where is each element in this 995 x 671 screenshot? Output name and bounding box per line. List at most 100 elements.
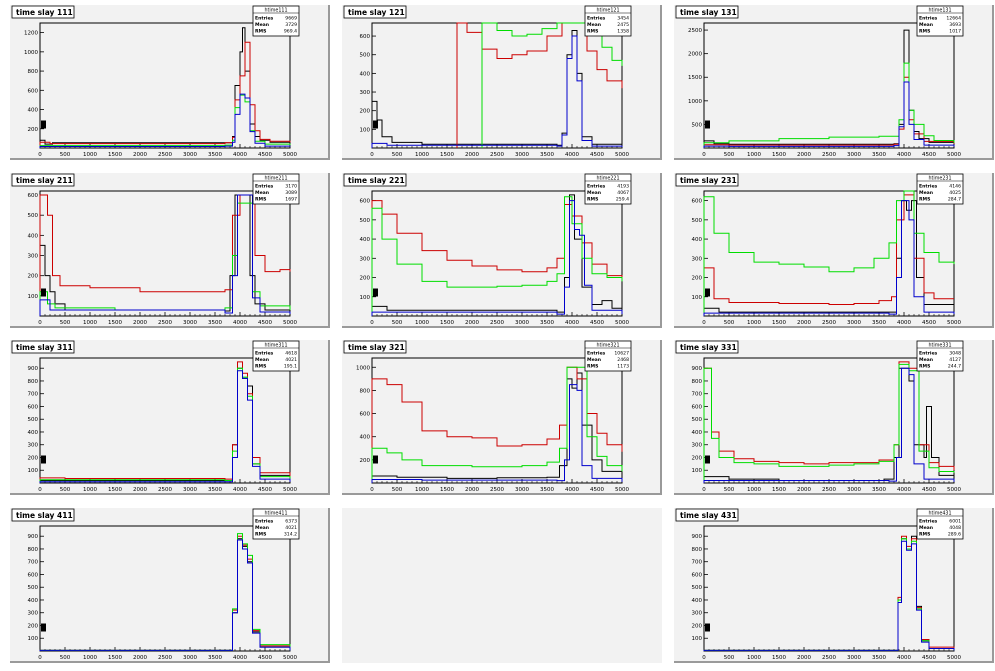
y-tick-label: 500 — [692, 585, 703, 591]
stats-rms-label: RMS — [255, 197, 266, 203]
stats-box — [252, 340, 300, 372]
x-tick-label: 0 — [702, 487, 706, 493]
histogram-title: time slay 231 — [680, 176, 737, 185]
stats-mean-label: Mean — [255, 357, 269, 363]
stats-rms-value: 244.7 — [948, 364, 961, 370]
x-tick-label: 0 — [38, 320, 42, 326]
histogram-svg: 0 500 1000 1500 2000 2500 3000 3500 4000 4500 5000… — [10, 173, 330, 328]
start-marker — [41, 288, 46, 297]
y-tick-label: 400 — [692, 237, 703, 243]
y-tick-label: 700 — [28, 560, 39, 566]
y-tick-label: 200 — [692, 623, 703, 629]
y-tick-label: 800 — [28, 547, 39, 553]
y-tick-label: 600 — [692, 572, 703, 578]
y-tick-label: 200 — [360, 276, 371, 282]
x-tick-label: 3500 — [208, 320, 222, 326]
stats-entries-label: Entries — [255, 184, 274, 190]
y-tick-label: 200 — [692, 276, 703, 282]
x-tick-label: 4500 — [258, 320, 272, 326]
x-tick-label: 1500 — [772, 487, 786, 493]
y-tick-label: 500 — [360, 218, 371, 224]
y-tick-label: 700 — [28, 392, 39, 398]
histogram-svg: 0 500 1000 1500 2000 2500 3000 3500 4000 4500 5000… — [342, 5, 662, 160]
stats-entries-value: 6373 — [285, 519, 297, 525]
histogram-title: time slay 311 — [16, 343, 73, 352]
x-tick-label: 2500 — [158, 152, 172, 158]
x-tick-label: 3500 — [872, 320, 886, 326]
start-marker — [373, 288, 378, 297]
x-tick-label: 1000 — [747, 655, 761, 661]
histogram-svg: 0 500 1000 1500 2000 2500 3000 3500 4000 4500 5000… — [10, 340, 330, 495]
x-tick-label: 1000 — [415, 487, 429, 493]
stats-rms-value: 259.4 — [616, 197, 629, 203]
stats-rms-label: RMS — [919, 29, 930, 35]
x-tick-label: 3500 — [540, 487, 554, 493]
stats-name: htime221 — [596, 176, 619, 182]
start-marker — [705, 288, 710, 297]
series-red-line — [39, 361, 291, 483]
x-tick-label: 4000 — [233, 655, 247, 661]
x-tick-label: 0 — [702, 655, 706, 661]
stats-box — [252, 508, 300, 540]
stats-rms-value: 1017 — [949, 29, 961, 35]
x-tick-label: 2500 — [490, 320, 504, 326]
stats-box — [252, 173, 300, 205]
y-tick-label: 200 — [692, 455, 703, 461]
stats-entries-label: Entries — [255, 16, 274, 22]
x-tick-label: 4000 — [897, 655, 911, 661]
stats-name: htime131 — [928, 8, 951, 14]
x-tick-label: 2500 — [822, 487, 836, 493]
stats-mean-label: Mean — [255, 22, 269, 28]
series-black-line — [39, 194, 291, 316]
stats-mean-value: 4021 — [285, 357, 297, 363]
title-box — [343, 340, 407, 354]
y-tick-label: 600 — [28, 193, 39, 199]
series-green-line — [481, 22, 623, 148]
stats-rms-value: 969.4 — [284, 29, 297, 35]
y-tick-label: 200 — [360, 458, 371, 464]
y-tick-label: 800 — [692, 379, 703, 385]
stats-rms-value: 1173 — [617, 364, 629, 370]
start-marker — [705, 120, 710, 129]
stats-mean-value: 2468 — [617, 357, 629, 363]
x-tick-label: 3000 — [515, 152, 529, 158]
x-tick-label: 3000 — [515, 487, 529, 493]
start-marker — [373, 455, 378, 464]
y-tick-label: 300 — [360, 256, 371, 262]
stats-rms-label: RMS — [255, 532, 266, 538]
x-tick-label: 2000 — [797, 487, 811, 493]
y-tick-label: 400 — [692, 598, 703, 604]
x-tick-label: 1500 — [772, 320, 786, 326]
series-blue-line — [39, 539, 291, 651]
stats-rms-label: RMS — [919, 364, 930, 370]
stats-mean-value: 4048 — [949, 525, 961, 531]
x-tick-label: 3500 — [208, 152, 222, 158]
y-tick-label: 1500 — [688, 75, 702, 81]
stats-box — [252, 5, 300, 37]
stats-name: htime111 — [264, 8, 287, 14]
y-tick-label: 100 — [28, 636, 39, 642]
series-red-line — [39, 194, 291, 316]
stats-name: htime321 — [596, 343, 619, 349]
x-tick-label: 0 — [38, 655, 42, 661]
stats-rms-value: 289.6 — [948, 532, 961, 538]
start-marker — [705, 455, 710, 464]
title-box — [675, 173, 739, 187]
y-tick-label: 200 — [28, 274, 39, 280]
x-tick-label: 1500 — [440, 320, 454, 326]
stats-entries-label: Entries — [919, 184, 938, 190]
histogram-pad: 0 500 1000 1500 2000 2500 3000 3500 4000 4500 5000… — [674, 508, 994, 663]
y-tick-label: 200 — [28, 623, 39, 629]
title-box — [343, 173, 407, 187]
stats-rms-label: RMS — [587, 364, 598, 370]
series-red-line — [371, 366, 623, 483]
y-tick-label: 900 — [692, 534, 703, 540]
x-tick-label: 2000 — [797, 320, 811, 326]
y-tick-label: 500 — [360, 53, 371, 59]
x-tick-label: 4500 — [922, 487, 936, 493]
x-tick-label: 2000 — [797, 655, 811, 661]
stats-rms-label: RMS — [919, 532, 930, 538]
start-marker — [41, 120, 46, 129]
y-tick-label: 600 — [360, 412, 371, 418]
stats-entries-value: 3048 — [949, 351, 961, 357]
